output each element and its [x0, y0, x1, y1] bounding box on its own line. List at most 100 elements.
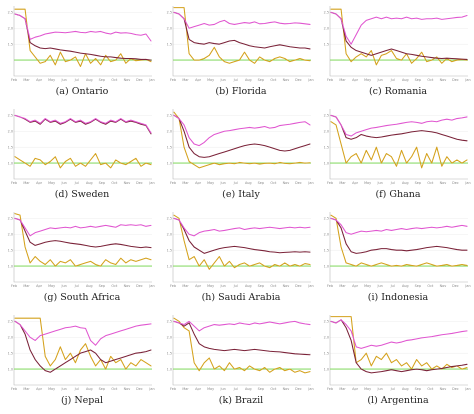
y-tick-label: 1.5: [167, 248, 172, 252]
x-tick-label: Jan: [148, 284, 154, 288]
x-tick-label: Nov: [440, 387, 447, 391]
x-tick-label: Apr: [195, 181, 201, 185]
y-tick-label: 2.0: [8, 232, 13, 236]
x-tick-label: Jul: [74, 387, 79, 391]
line-chart: 1.0 1.5 2.0 2.5 Feb Mar Apr May Jun Jul Aug Sep Oct N…: [324, 212, 471, 288]
x-tick-label: Dec: [136, 284, 143, 288]
chart-panel: 1.0 1.5 2.0 2.5 Feb Mar Apr May Jun Jul Aug Sep Oct N…: [6, 208, 158, 311]
x-tick-label: Aug: [402, 387, 409, 391]
x-tick-label: Sep: [99, 181, 105, 185]
x-tick-label: Aug: [402, 181, 409, 185]
x-tick-label: Aug: [402, 284, 409, 288]
x-tick-label: Jun: [377, 181, 383, 185]
x-tick-label: Aug: [402, 78, 409, 82]
x-tick-label: Jul: [390, 387, 395, 391]
x-tick-label: Dec: [136, 78, 143, 82]
x-tick-label: Feb: [11, 284, 17, 288]
x-tick-label: Aug: [245, 181, 252, 185]
y-tick-label: 2.5: [324, 11, 329, 15]
x-tick-label: May: [48, 78, 55, 82]
series-line-magenta: [173, 114, 311, 147]
x-tick-label: Feb: [170, 387, 176, 391]
x-tick-label: May: [364, 284, 371, 288]
chart-caption: (g) South Africa: [43, 292, 121, 303]
series-line-maroon: [14, 13, 152, 61]
y-tick-label: 2.0: [8, 129, 13, 133]
x-tick-label: Nov: [283, 387, 290, 391]
x-tick-label: Dec: [295, 181, 302, 185]
series-line-maroon: [173, 217, 311, 254]
y-tick-label: 2.0: [167, 232, 172, 236]
y-tick-label: 2.5: [167, 320, 172, 324]
x-tick-label: Aug: [86, 387, 93, 391]
x-tick-label: Sep: [415, 181, 421, 185]
line-chart: 1.0 1.5 2.0 2.5 Feb Mar Apr May Jun Jul Aug Sep Oct N…: [324, 315, 471, 391]
y-tick-label: 1.5: [8, 42, 13, 46]
x-tick-label: Nov: [440, 284, 447, 288]
x-tick-label: Apr: [36, 181, 42, 185]
chart-caption: (l) Argentina: [367, 395, 429, 406]
x-tick-label: Apr: [352, 181, 358, 185]
x-tick-label: May: [364, 78, 371, 82]
series-line-maroon: [330, 319, 468, 374]
series-line-maroon: [14, 217, 152, 249]
line-chart: 1.0 1.5 2.0 2.5 Feb Mar Apr May Jun Jul Aug Sep Oct N…: [324, 109, 471, 185]
y-tick-label: 2.5: [167, 217, 172, 221]
x-tick-label: Sep: [99, 78, 105, 82]
x-tick-label: Sep: [258, 284, 264, 288]
y-tick-label: 1.5: [324, 351, 329, 355]
chart-caption: (h) Saudi Arabia: [201, 292, 281, 303]
x-tick-label: Jul: [233, 284, 238, 288]
x-tick-label: Feb: [327, 78, 333, 82]
x-tick-label: Sep: [415, 78, 421, 82]
y-tick-label: 2.0: [8, 26, 13, 30]
x-tick-label: Mar: [182, 78, 189, 82]
line-chart: 1.0 1.5 2.0 2.5 Feb Mar Apr May Jun Jul Aug Sep Oct N…: [167, 109, 314, 185]
series-line-maroon: [330, 11, 468, 60]
y-tick-label: 2.5: [8, 320, 13, 324]
chart-panel: 1.5 2.0 2.5 Feb Mar Apr May Jun Jul Aug Sep Oct Nov D…: [322, 2, 474, 105]
x-tick-label: Sep: [415, 284, 421, 288]
x-tick-label: Jul: [390, 78, 395, 82]
x-tick-label: May: [207, 387, 214, 391]
x-tick-label: Aug: [86, 284, 93, 288]
x-tick-label: Aug: [245, 284, 252, 288]
x-tick-label: Sep: [258, 181, 264, 185]
x-tick-label: Mar: [339, 284, 346, 288]
axis-line: [172, 212, 311, 283]
y-tick-label: 2.5: [324, 217, 329, 221]
y-tick-label: 2.0: [167, 335, 172, 339]
chart-panel: 1.5 2.0 2.5 Feb Mar Apr May Jun Jul Aug Sep Oct Nov D…: [6, 2, 158, 105]
line-chart: 1.0 1.5 2.0 2.5 Feb Mar Apr May Jun Jul Aug Sep Oct N…: [8, 212, 155, 288]
y-tick-label: 1.5: [167, 351, 172, 355]
line-chart: 1.0 1.5 2.0 2.5 Feb Mar Apr May Jun Jul Aug Sep Oct N…: [167, 212, 314, 288]
x-tick-label: Nov: [440, 78, 447, 82]
series-line-maroon: [14, 114, 152, 135]
y-tick-label: 1.0: [324, 161, 329, 165]
line-chart: 1.5 2.0 2.5 Feb Mar Apr May Jun Jul Aug Sep Oct Nov D…: [167, 6, 314, 82]
x-tick-label: Mar: [339, 181, 346, 185]
x-tick-label: Oct: [427, 284, 434, 288]
y-tick-label: 1.5: [167, 42, 172, 46]
axis-line: [13, 109, 152, 180]
x-tick-label: Nov: [124, 78, 131, 82]
x-tick-label: Feb: [327, 387, 333, 391]
y-tick-label: 2.0: [324, 335, 329, 339]
series-line-gold: [173, 317, 311, 374]
series-line-magenta: [330, 217, 468, 235]
series-line-magenta: [14, 320, 152, 346]
line-chart: 1.5 2.0 2.5 Feb Mar Apr May Jun Jul Aug Sep Oct Nov D…: [324, 6, 471, 82]
x-tick-label: Feb: [11, 181, 17, 185]
x-tick-label: Dec: [295, 78, 302, 82]
x-tick-label: Jan: [464, 387, 470, 391]
x-tick-label: Jul: [390, 181, 395, 185]
series-line-magenta: [330, 319, 468, 349]
chart-caption: (j) Nepal: [60, 395, 104, 406]
series-line-magenta: [330, 11, 468, 45]
x-tick-label: May: [207, 78, 214, 82]
x-tick-label: May: [207, 284, 214, 288]
y-tick-label: 1.5: [8, 145, 13, 149]
x-tick-label: Jun: [220, 181, 226, 185]
chart-panel: 1.0 1.5 2.0 2.5 Feb Mar Apr May Jun Jul Aug Sep Oct N…: [322, 311, 474, 414]
